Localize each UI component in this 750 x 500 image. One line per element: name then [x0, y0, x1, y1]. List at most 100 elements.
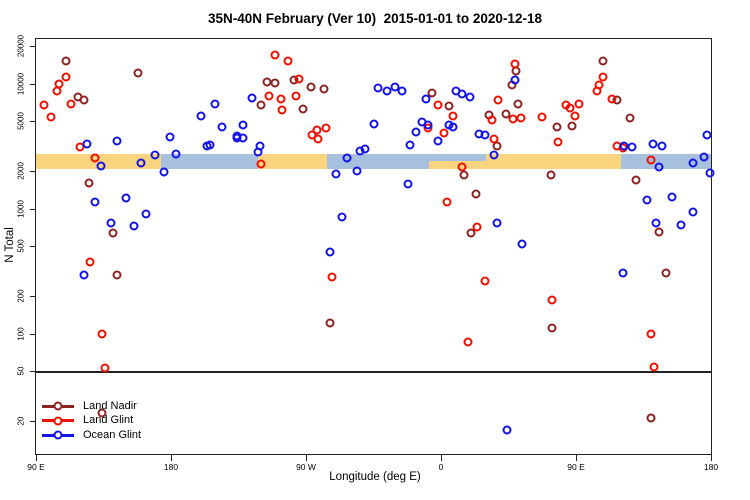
band-segment-orange [258, 154, 327, 169]
data-point-ocean-glint [648, 139, 657, 149]
data-point-land-glint [256, 159, 266, 169]
data-point-land-glint [39, 100, 48, 110]
data-point-land-nadir [319, 84, 329, 94]
data-point-land-glint [489, 134, 498, 144]
data-point-ocean-glint [238, 133, 248, 143]
data-point-land-glint [649, 362, 659, 372]
data-point-land-nadir [501, 109, 510, 119]
data-point-land-nadir [444, 101, 453, 111]
data-point-ocean-glint [517, 239, 527, 249]
data-point-ocean-glint [331, 169, 341, 179]
y-tick-label: 20 [16, 416, 26, 426]
y-tick [30, 83, 36, 85]
data-point-land-nadir [654, 227, 663, 237]
data-point-land-glint [100, 363, 110, 373]
data-point-land-glint [594, 80, 603, 90]
legend-marker-line [42, 416, 74, 426]
data-point-ocean-glint [465, 92, 474, 102]
data-point-ocean-glint [90, 197, 99, 207]
data-point-ocean-glint [688, 158, 698, 168]
y-tick [30, 170, 36, 173]
data-point-land-glint [294, 74, 303, 84]
data-point-ocean-glint [217, 122, 227, 132]
data-point-land-nadir [466, 228, 476, 238]
data-point-land-glint [66, 99, 75, 109]
data-point-ocean-glint [112, 136, 122, 146]
data-point-ocean-glint [129, 221, 138, 231]
y-tick-label: 20000 [16, 34, 26, 58]
data-point-land-glint [607, 94, 617, 104]
data-point-ocean-glint [651, 218, 660, 228]
data-point-land-glint [510, 59, 519, 69]
y-tick [30, 246, 36, 248]
data-point-land-glint [487, 115, 497, 125]
data-point-land-glint [448, 111, 458, 121]
data-point-ocean-glint [210, 99, 219, 109]
data-point-ocean-glint [411, 127, 420, 137]
x-tick-label: 90 W [296, 462, 316, 472]
data-point-land-nadir [325, 318, 335, 328]
data-point-land-glint [553, 137, 563, 147]
data-point-ocean-glint [238, 120, 248, 130]
legend-row: Ocean Glint [42, 428, 141, 443]
data-point-ocean-glint [165, 132, 174, 142]
data-point-ocean-glint [352, 166, 362, 176]
data-point-ocean-glint [106, 218, 116, 228]
x-axis-title: Longitude (deg E) [329, 471, 421, 483]
data-point-land-glint [264, 91, 273, 101]
data-point-ocean-glint [405, 140, 414, 150]
data-point-land-nadir [112, 270, 122, 280]
data-point-land-glint [463, 337, 473, 347]
data-point-land-nadir [79, 95, 89, 105]
x-tick-label: 180 [163, 462, 179, 472]
data-point-land-nadir [270, 78, 279, 88]
data-point-land-nadir [108, 228, 117, 238]
y-tick [30, 121, 36, 123]
data-point-land-glint [646, 329, 656, 339]
y-tick [30, 333, 36, 335]
data-point-land-glint [433, 100, 443, 110]
data-point-ocean-glint [618, 268, 627, 278]
data-point-land-nadir [256, 100, 266, 110]
x-tick [171, 455, 173, 461]
data-point-land-glint [313, 134, 323, 144]
y-tick [30, 208, 36, 210]
data-point-ocean-glint [492, 218, 501, 228]
data-point-ocean-glint [627, 142, 636, 152]
data-point-ocean-glint [421, 94, 431, 104]
data-point-land-glint [439, 128, 449, 138]
data-point-land-glint [46, 112, 56, 122]
legend-row: Land Nadir [42, 399, 141, 414]
data-point-ocean-glint [688, 207, 698, 217]
data-point-ocean-glint [705, 168, 714, 178]
data-point-land-nadir [427, 88, 437, 98]
data-point-ocean-glint [657, 141, 666, 151]
data-point-ocean-glint [96, 161, 105, 171]
data-point-ocean-glint [502, 425, 512, 435]
data-point-ocean-glint [448, 122, 458, 132]
legend-marker-circle-icon [53, 401, 63, 411]
data-point-ocean-glint [255, 141, 264, 151]
data-point-ocean-glint [510, 75, 519, 85]
data-point-land-nadir [298, 104, 308, 114]
data-point-land-glint [480, 276, 489, 286]
data-point-land-glint [457, 162, 467, 172]
x-tick [306, 455, 308, 461]
data-point-ocean-glint [369, 119, 378, 129]
data-point-land-nadir [631, 175, 641, 185]
y-tick-label: 10000 [16, 72, 26, 95]
data-point-land-glint [291, 91, 300, 101]
band-segment-blue [327, 154, 429, 169]
data-point-land-glint [442, 197, 452, 207]
data-point-ocean-glint [325, 247, 335, 257]
legend-marker-circle-icon [53, 430, 63, 440]
data-point-ocean-glint [141, 209, 150, 219]
data-point-ocean-glint [196, 111, 206, 121]
data-point-ocean-glint [654, 162, 663, 172]
y-tick-label: 1000 [16, 199, 26, 218]
data-point-ocean-glint [480, 130, 489, 140]
data-point-ocean-glint [382, 86, 392, 96]
data-point-land-glint [283, 56, 293, 66]
x-tick [711, 455, 713, 461]
data-point-ocean-glint [79, 270, 89, 279]
